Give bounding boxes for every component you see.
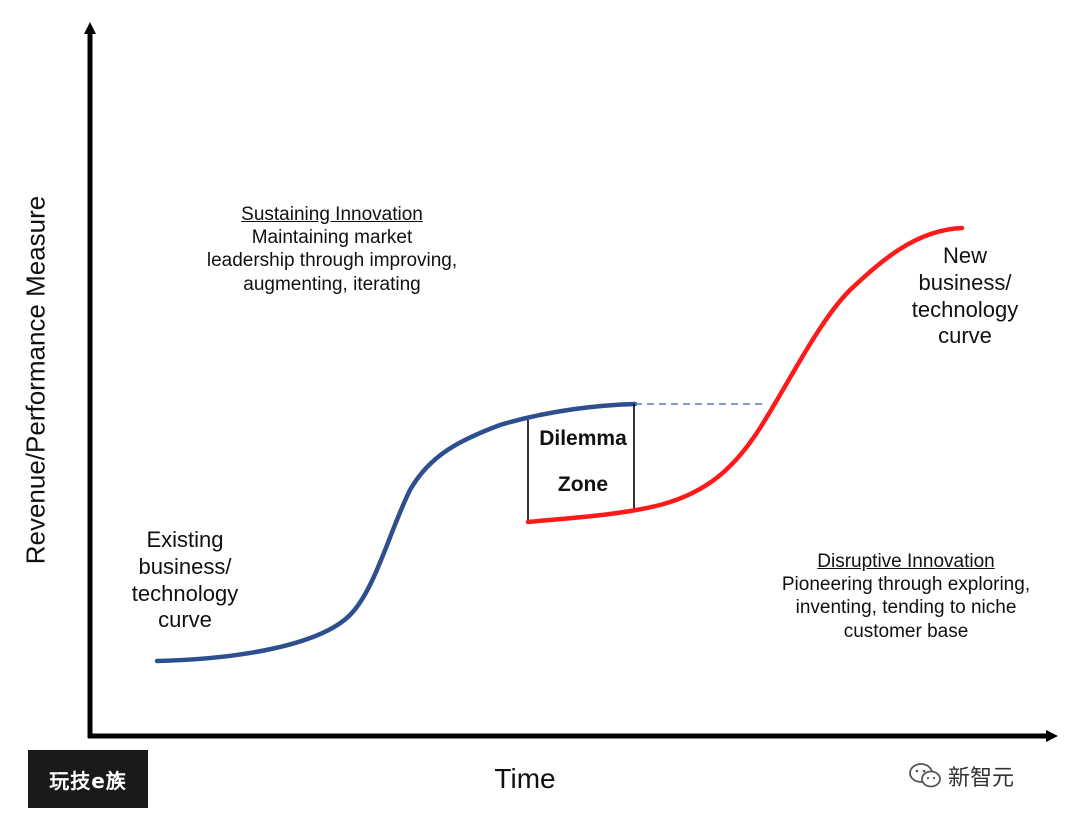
right-logo-text: 新智元 xyxy=(948,766,1015,791)
dilemma-label-line-2: Zone xyxy=(557,473,609,496)
new-technology-curve xyxy=(525,225,965,525)
left-watermark-logo: 玩技e族 xyxy=(28,750,148,808)
sustaining-innovation-annotation: Sustaining Innovation Maintaining market… xyxy=(172,203,492,296)
dilemma-label-line-1: Dilemma xyxy=(539,427,627,450)
sustaining-line-1: Maintaining market xyxy=(251,227,413,249)
new-label-line-2: business/ xyxy=(918,269,1012,295)
disruptive-line-1: Pioneering through exploring, xyxy=(781,574,1031,596)
wechat-icon xyxy=(909,763,941,788)
existing-label-line-3: technology xyxy=(131,580,239,606)
sustaining-line-2: leadership through improving, xyxy=(206,250,458,272)
new-curve-label: New business/ technology curve xyxy=(885,243,1045,350)
new-label-line-4: curve xyxy=(938,323,992,349)
existing-technology-curve xyxy=(154,401,638,664)
existing-curve-label: Existing business/ technology curve xyxy=(105,527,265,634)
new-label-line-3: technology xyxy=(911,296,1019,322)
existing-label-line-1: Existing xyxy=(146,527,224,552)
existing-label-line-2: business/ xyxy=(138,553,232,579)
sustaining-line-3: augmenting, iterating xyxy=(243,273,421,295)
disruptive-innovation-title: Disruptive Innovation xyxy=(817,551,995,572)
existing-label-line-4: curve xyxy=(158,607,212,633)
sustaining-innovation-title: Sustaining Innovation xyxy=(241,204,423,225)
disruptive-line-3: customer base xyxy=(843,620,969,642)
left-logo-text: 玩技e族 xyxy=(49,768,127,793)
disruptive-innovation-annotation: Disruptive Innovation Pioneering through… xyxy=(746,550,1066,643)
right-watermark-logo: 新智元 xyxy=(908,756,1014,796)
new-label-line-1: New xyxy=(942,243,987,268)
disruptive-line-2: inventing, tending to niche xyxy=(795,597,1017,619)
x-axis-label: Time xyxy=(494,763,556,794)
y-axis-label: Revenue/Performance Measure xyxy=(20,195,51,565)
dilemma-zone-label: Dilemma Zone xyxy=(524,428,642,520)
